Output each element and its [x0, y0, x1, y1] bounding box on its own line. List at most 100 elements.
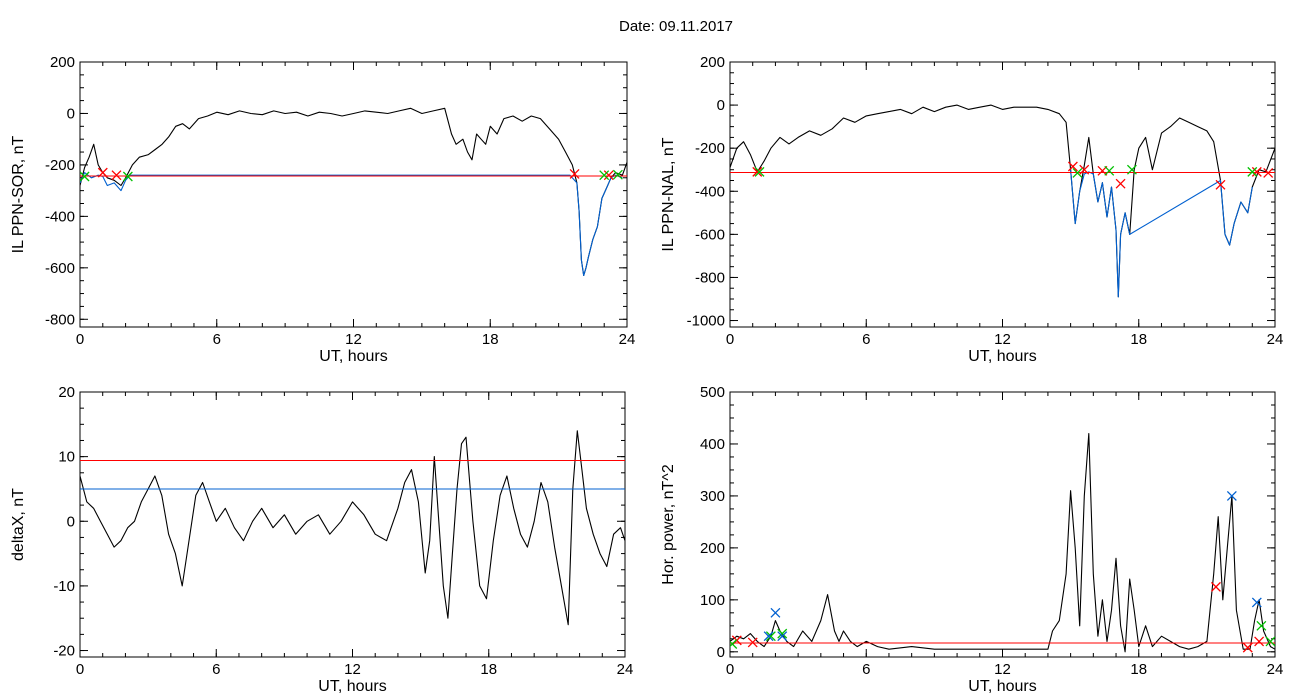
marker-x: [1251, 166, 1262, 177]
x-tick-label: 0: [76, 661, 84, 678]
y-axis-label: IL PPN-NAL, nT: [660, 137, 677, 251]
x-tick-label: 12: [345, 331, 362, 348]
plot-data: [80, 107, 627, 277]
panel-deltax: 0 6 12 18 24 20 10 0 -10 -20 UT, hours deltaX, nT: [10, 384, 633, 695]
plot-frame: [729, 61, 1276, 328]
x-axis-label: UT, hours: [968, 348, 1036, 365]
y-tick-label: -400: [695, 183, 725, 200]
y-tick-label: 200: [50, 54, 75, 71]
x-tick-label: 6: [212, 661, 220, 678]
x-tick-label: 0: [76, 331, 84, 348]
marker-x: [1242, 642, 1253, 653]
marker-x: [763, 631, 774, 642]
plot-data: [730, 433, 1275, 653]
marker-x: [569, 168, 580, 179]
marker-x: [1251, 597, 1262, 608]
marker-x: [97, 167, 108, 178]
marker-x: [1215, 179, 1226, 190]
marker-x: [1254, 636, 1265, 647]
panel-nal: 0 6 12 18 24 200 0 -200 -400 -600 -800 -1000 UT, hou…: [660, 54, 1283, 365]
marker-x: [752, 166, 763, 177]
x-tick-label: 12: [994, 661, 1011, 678]
y-tick-label: 10: [58, 449, 75, 466]
y-axis-label: deltaX, nT: [10, 488, 27, 561]
marker-x: [603, 170, 614, 181]
x-tick-label: 18: [1130, 661, 1147, 678]
y-tick-label: -200: [45, 157, 75, 174]
plot-data: [730, 104, 1275, 298]
marker-x: [777, 631, 788, 642]
x-axis-label: UT, hours: [319, 348, 387, 365]
x-tick-label: 18: [480, 661, 497, 678]
marker-x: [1126, 164, 1137, 175]
x-tick-label: 6: [213, 331, 221, 348]
marker-x: [1263, 167, 1274, 178]
y-tick-label: 0: [67, 513, 75, 530]
x-tick-label: 12: [994, 331, 1011, 348]
series-line-0: [80, 107, 627, 277]
panel-sor: 0 6 12 18 24 200 0 -200 -400 -600 -800 UT, hours IL …: [10, 54, 635, 365]
y-tick-label: -800: [45, 311, 75, 328]
y-tick-label: 200: [700, 540, 725, 557]
x-tick-label: 24: [1267, 661, 1284, 678]
marker-x: [612, 169, 623, 180]
marker-x: [747, 637, 758, 648]
y-tick-label: 0: [717, 97, 725, 114]
x-tick-label: 24: [619, 331, 636, 348]
marker-x: [80, 171, 90, 182]
x-tick-label: 6: [862, 331, 870, 348]
marker-x: [1247, 166, 1258, 177]
y-tick-label: 0: [67, 105, 75, 122]
y-tick-label: -600: [695, 226, 725, 243]
y-tick-label: -1000: [687, 313, 725, 330]
y-tick-label: -800: [695, 269, 725, 286]
x-axis-label: UT, hours: [968, 678, 1036, 695]
marker-x: [1079, 164, 1090, 175]
marker-x: [777, 628, 788, 639]
plot-frame: [79, 391, 626, 658]
series-line-0: [80, 430, 625, 626]
series-line-0: [730, 433, 1275, 653]
marker-x: [1104, 165, 1115, 176]
y-tick-label: -10: [53, 578, 75, 595]
marker-x: [111, 170, 122, 181]
x-tick-label: 0: [726, 661, 734, 678]
x-tick-label: 0: [726, 331, 734, 348]
plot-frame: [79, 61, 628, 328]
x-tick-label: 24: [617, 661, 634, 678]
x-axis-label: UT, hours: [318, 678, 386, 695]
x-tick-label: 18: [482, 331, 499, 348]
x-tick-label: 12: [344, 661, 361, 678]
x-tick-label: 6: [862, 661, 870, 678]
marker-x: [122, 171, 133, 182]
y-tick-label: 400: [700, 436, 725, 453]
marker-x: [754, 166, 765, 177]
x-tick-label: 18: [1130, 331, 1147, 348]
x-tick-label: 24: [1267, 331, 1284, 348]
y-tick-label: -400: [45, 208, 75, 225]
y-axis-label: Hor. power, nT^2: [660, 464, 677, 585]
series-line-1: [80, 172, 623, 277]
marker-x: [1210, 581, 1221, 592]
y-tick-label: -200: [695, 140, 725, 157]
y-tick-label: -600: [45, 260, 75, 277]
figure-title: Date: 09.11.2017: [619, 18, 733, 35]
marker-x: [730, 639, 738, 649]
y-tick-label: 100: [700, 592, 725, 609]
y-tick-label: 300: [700, 488, 725, 505]
series-line-0: [730, 104, 1275, 298]
marker-x: [765, 631, 776, 642]
plot-frame: [729, 391, 1276, 658]
marker-x: [1256, 620, 1267, 631]
y-tick-label: 20: [58, 384, 75, 401]
marker-x: [1072, 167, 1083, 178]
y-tick-label: 500: [700, 384, 725, 401]
panel-power: 0 6 12 18 24 500 400 300 200 100 0 UT, hours Hor. po…: [660, 384, 1283, 695]
marker-x: [1265, 636, 1275, 647]
marker-x: [599, 170, 610, 181]
marker-x: [770, 607, 781, 618]
marker-x: [1226, 490, 1237, 501]
marker-x: [1115, 178, 1126, 189]
marker-x: [1067, 161, 1078, 172]
